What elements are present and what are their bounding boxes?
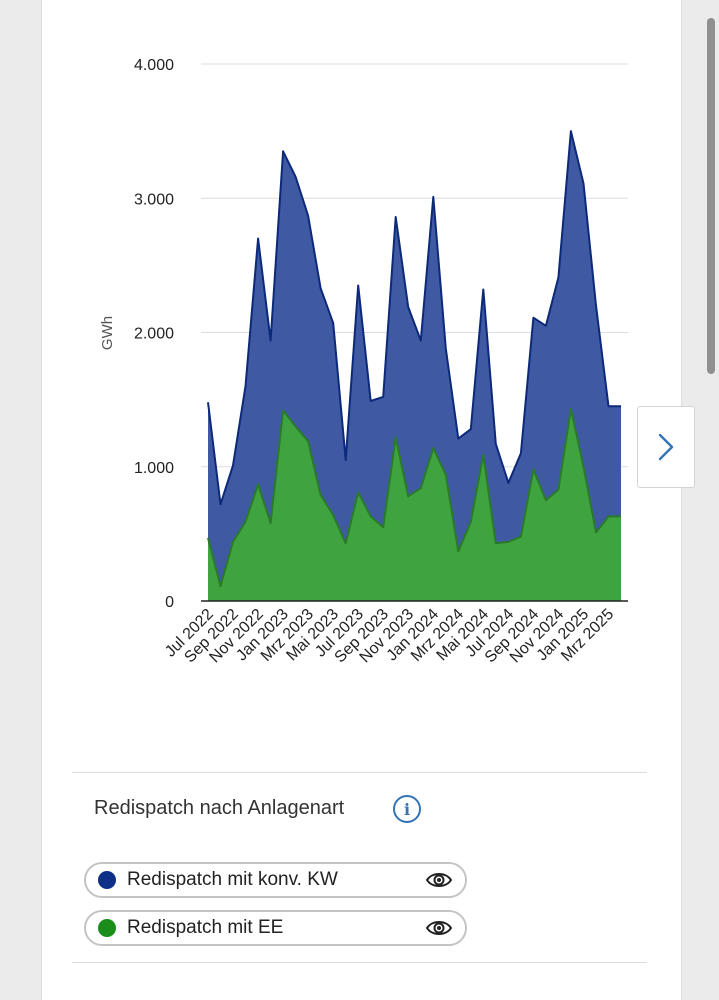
legend-item-konv-kw[interactable]: Redispatch mit konv. KW xyxy=(84,862,467,898)
legend-dot-konv-kw xyxy=(98,871,116,889)
chart-areas xyxy=(207,130,621,601)
legend-label-ee: Redispatch mit EE xyxy=(127,917,284,938)
legend-item-ee[interactable]: Redispatch mit EE xyxy=(84,910,467,946)
info-icon[interactable]: i xyxy=(393,795,421,823)
legend-title: Redispatch nach Anlagenart xyxy=(94,797,345,819)
y-tick-label: 4.000 xyxy=(134,57,174,74)
y-tick-label: 1.000 xyxy=(134,460,174,477)
legend-dot-ee xyxy=(98,919,116,937)
next-chart-button[interactable] xyxy=(637,406,695,488)
eye-icon[interactable] xyxy=(425,870,453,890)
y-tick-label: 0 xyxy=(165,594,174,611)
divider-bottom xyxy=(72,962,647,963)
eye-icon[interactable] xyxy=(425,918,453,938)
y-axis-title: GWh xyxy=(99,316,116,350)
area-series-konv-kw-line xyxy=(207,130,621,506)
y-tick-label: 2.000 xyxy=(134,326,174,343)
legend-label-konv-kw: Redispatch mit konv. KW xyxy=(127,869,338,890)
y-tick-label: 3.000 xyxy=(134,191,174,208)
chevron-right-icon xyxy=(658,433,674,461)
area-series-ee-line xyxy=(207,408,621,588)
divider-top xyxy=(72,772,647,773)
scrollbar-thumb[interactable] xyxy=(707,18,715,374)
